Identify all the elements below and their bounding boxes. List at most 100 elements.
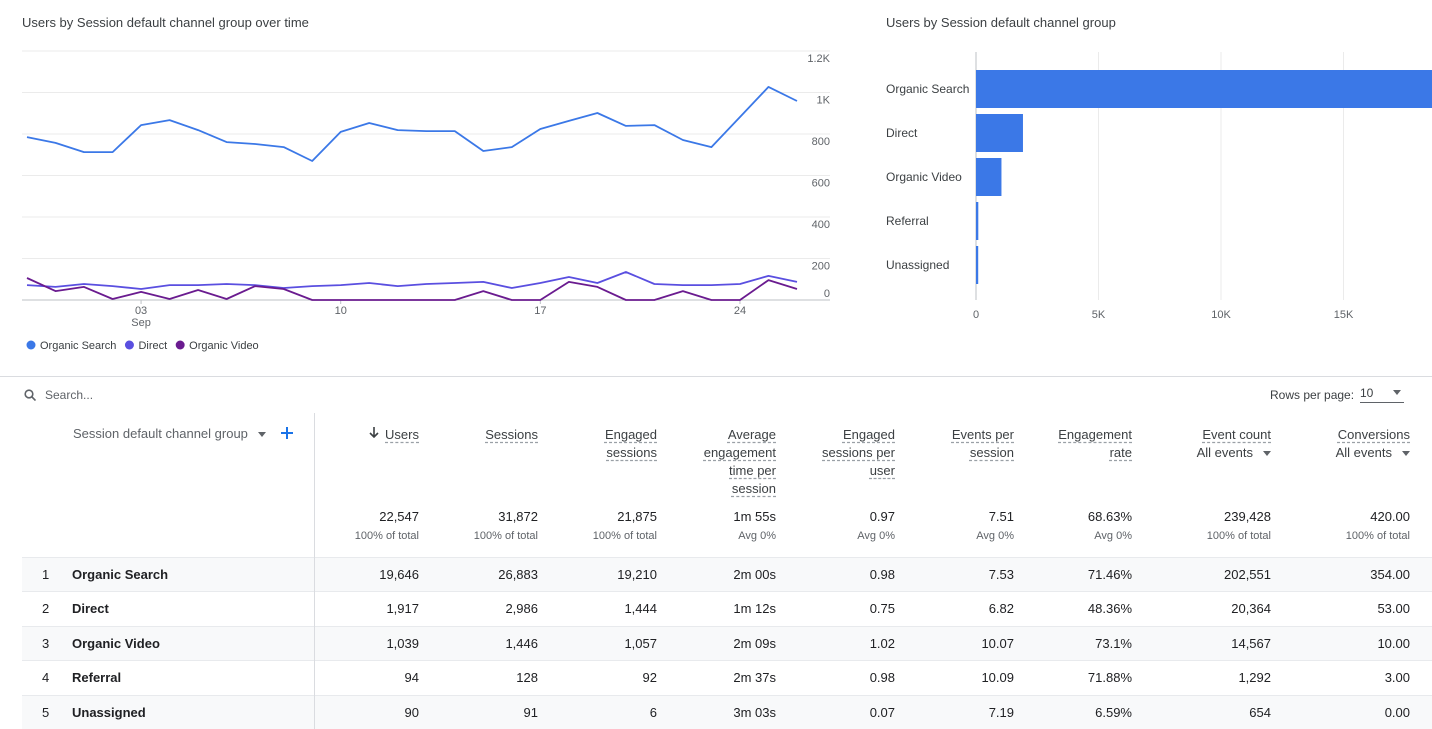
metric-cell: 90 bbox=[314, 694, 419, 729]
metric-cell: 92 bbox=[538, 660, 657, 695]
y-tick-label: 0 bbox=[824, 288, 830, 300]
table-toolbar: Search... Rows per page: 10 bbox=[0, 376, 1432, 413]
metric-cell: 1m 12s bbox=[657, 591, 776, 626]
bar-chart-title: Users by Session default channel group bbox=[886, 15, 1116, 30]
y-tick-label: 600 bbox=[812, 178, 830, 190]
metric-cell: 73.1% bbox=[1014, 625, 1132, 661]
metric-cell: 14,567 bbox=[1132, 625, 1271, 661]
dimension-label: Session default channel group bbox=[73, 426, 248, 441]
metric-cell: 1.02 bbox=[776, 625, 895, 661]
metric-cell: 1,917 bbox=[314, 591, 419, 626]
total-note: 100% of total bbox=[592, 530, 657, 542]
series-line bbox=[26, 277, 798, 301]
metric-cell: 3.00 bbox=[1271, 660, 1432, 695]
metric-label[interactable]: Users bbox=[385, 427, 419, 442]
total-cell: 68.63% Avg 0% bbox=[1014, 505, 1132, 557]
dimension-cell: 4 Referral bbox=[22, 660, 315, 695]
search-input[interactable]: Search... bbox=[45, 388, 94, 402]
bar bbox=[976, 114, 1023, 152]
table-row: 5 Unassigned 90 91 6 3m 03s 0.07 7.19 6.59% 654 0.… bbox=[22, 694, 1432, 729]
category-label: Unassigned bbox=[886, 258, 949, 272]
metric-cell: 2m 09s bbox=[657, 625, 776, 661]
metric-cell: 128 bbox=[419, 660, 538, 695]
total-cell: 31,872 100% of total bbox=[419, 505, 538, 557]
total-note: Avg 0% bbox=[738, 530, 776, 542]
table-body: 1 Organic Search 19,646 26,883 19,210 2m 00s 0… bbox=[22, 556, 1432, 729]
metric-cell: 3m 03s bbox=[657, 694, 776, 729]
legend-swatch bbox=[175, 340, 185, 350]
metric-cell: 71.46% bbox=[1014, 556, 1132, 592]
dropdown-caret bbox=[257, 432, 266, 438]
y-tick-label: 1.2K bbox=[807, 53, 830, 65]
table-row: 1 Organic Search 19,646 26,883 19,210 2m 00s 0… bbox=[22, 556, 1432, 592]
metric-sub: All events bbox=[1132, 444, 1271, 462]
total-value: 7.51 bbox=[988, 509, 1014, 524]
metric-label[interactable]: Sessions bbox=[485, 427, 538, 442]
dimension-cell: 2 Direct bbox=[22, 591, 315, 626]
metric-cell: 2m 00s bbox=[657, 556, 776, 592]
metric-cell: 0.98 bbox=[776, 556, 895, 592]
legend-label: Organic Video bbox=[189, 340, 259, 352]
metric-cell: 19,646 bbox=[314, 556, 419, 592]
metric-label[interactable]: Conversions bbox=[1337, 427, 1410, 442]
total-note: 100% of total bbox=[473, 530, 538, 542]
total-cell: 21,875 100% of total bbox=[538, 505, 657, 557]
metric-cell: 654 bbox=[1132, 694, 1271, 729]
table-row: 3 Organic Video 1,039 1,446 1,057 2m 09s 1.02 1… bbox=[22, 625, 1432, 661]
row-name: Organic Search bbox=[72, 566, 169, 582]
metric-cell: 2,986 bbox=[419, 591, 538, 626]
metric-label[interactable]: Engagement rate bbox=[1058, 427, 1132, 460]
column-header: Session default channel group bbox=[22, 413, 315, 505]
column-header: Engagement rate bbox=[1014, 413, 1132, 505]
metric-cell: 48.36% bbox=[1014, 591, 1132, 626]
metric-label[interactable]: Event count bbox=[1202, 427, 1271, 442]
column-header: Engaged sessions bbox=[538, 413, 657, 505]
metric-cell: 0.75 bbox=[776, 591, 895, 626]
metric-label[interactable]: Engaged sessions bbox=[604, 427, 657, 460]
column-header: Events per session bbox=[895, 413, 1014, 505]
header-row: Session default channel group Users Sessio… bbox=[22, 413, 1432, 505]
legend-swatch bbox=[26, 340, 36, 350]
column-header: Sessions bbox=[419, 413, 538, 505]
row-name: Unassigned bbox=[72, 704, 146, 720]
sort-arrow bbox=[369, 427, 379, 439]
y-tick-label: 400 bbox=[812, 219, 830, 231]
add-dimension-button[interactable] bbox=[280, 427, 293, 439]
metric-cell: 6.82 bbox=[895, 591, 1014, 626]
metric-cell: 7.53 bbox=[895, 556, 1014, 592]
metric-cell: 0.00 bbox=[1271, 694, 1432, 729]
metric-label[interactable]: Engaged sessions per user bbox=[822, 427, 895, 478]
y-tick-label: 200 bbox=[812, 261, 830, 273]
total-cell: 1m 55s Avg 0% bbox=[657, 505, 776, 557]
total-value: 31,872 bbox=[498, 509, 538, 524]
total-note: 100% of total bbox=[1345, 530, 1410, 542]
total-note: 100% of total bbox=[354, 530, 419, 542]
metric-cell: 10.00 bbox=[1271, 625, 1432, 661]
totals-row: 22,547 100% of total 31,872 100% of total 21… bbox=[22, 505, 1432, 557]
x-tick-label: 0 bbox=[973, 309, 979, 321]
table-row: 4 Referral 94 128 92 2m 37s 0.98 10.09 71.88% 1,2… bbox=[22, 660, 1432, 695]
dropdown-caret bbox=[1263, 451, 1271, 457]
metric-cell: 0.07 bbox=[776, 694, 895, 729]
dimension-cell: 3 Organic Video bbox=[22, 625, 315, 661]
metric-cell: 7.19 bbox=[895, 694, 1014, 729]
bar bbox=[976, 246, 979, 284]
total-value: 420.00 bbox=[1370, 509, 1410, 524]
metric-cell: 19,210 bbox=[538, 556, 657, 592]
metric-label[interactable]: Events per session bbox=[951, 427, 1014, 460]
rows-per-page-select[interactable]: 10 bbox=[1360, 386, 1404, 403]
row-index: 2 bbox=[42, 601, 50, 617]
metric-cell: 20,364 bbox=[1132, 591, 1271, 626]
line-chart-title: Users by Session default channel group o… bbox=[22, 15, 309, 30]
x-tick-label: 17 bbox=[534, 305, 546, 317]
x-tick-label: 5K bbox=[1092, 309, 1106, 321]
metric-cell: 26,883 bbox=[419, 556, 538, 592]
metric-label[interactable]: Average engagement time per session bbox=[703, 427, 776, 496]
metric-cell: 0.98 bbox=[776, 660, 895, 695]
charts: Users by Session default channel group o… bbox=[22, 15, 1432, 352]
metric-cell: 1,057 bbox=[538, 625, 657, 661]
total-note: 100% of total bbox=[1206, 530, 1271, 542]
total-note: Avg 0% bbox=[1094, 530, 1132, 542]
legend-swatch bbox=[124, 340, 134, 350]
